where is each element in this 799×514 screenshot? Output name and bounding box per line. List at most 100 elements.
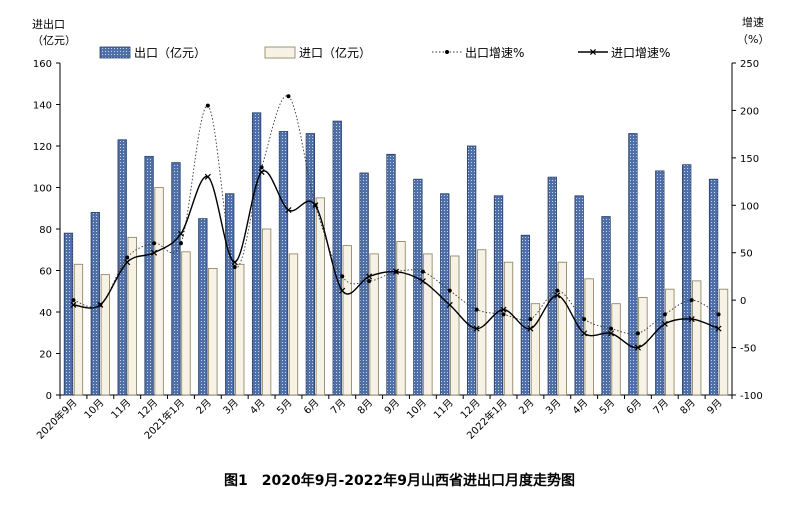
bar-import: [315, 197, 326, 396]
left-tick-label: 80: [39, 225, 52, 236]
point-import-growth: [661, 320, 668, 327]
bar-import: [423, 253, 433, 396]
bar-export: [63, 232, 74, 396]
legend-label-export-growth: 出口增速%: [465, 46, 524, 60]
x-tick-label: 7月: [328, 397, 348, 417]
bar-import: [718, 288, 729, 396]
left-tick-label: 120: [33, 142, 52, 153]
x-tick-label: 3月: [543, 397, 563, 417]
bar-export: [655, 170, 665, 396]
point-import-growth: [339, 287, 346, 294]
x-tick-label: 8月: [355, 397, 375, 417]
bar-export: [601, 216, 611, 396]
left-tick-label: 60: [39, 267, 52, 278]
right-tick-label: 50: [740, 249, 753, 260]
point-export-growth: [528, 317, 533, 322]
left-tick-label: 20: [39, 350, 52, 361]
point-export-growth: [662, 312, 667, 317]
point-export-growth: [125, 255, 130, 260]
bar-export: [386, 153, 396, 396]
bar-export: [466, 145, 477, 396]
x-tick-label: 9月: [382, 397, 402, 417]
chart-title: 图1 2020年9月-2022年9月山西省进出口月度走势图: [224, 473, 575, 489]
x-tick-label: 11月: [431, 397, 456, 422]
point-export-growth: [555, 288, 560, 293]
point-import-growth: [527, 325, 534, 332]
left-tick-label: 160: [33, 59, 52, 70]
point-import-growth: [634, 344, 641, 351]
right-tick-label: 150: [740, 154, 759, 165]
bar-export: [332, 120, 342, 396]
left-axis-title: （亿元）: [32, 34, 76, 47]
bar-export: [574, 195, 584, 396]
x-tick-label: 11月: [109, 397, 134, 422]
bar-import: [342, 245, 352, 396]
point-export-growth: [635, 331, 640, 336]
right-tick-label: -100: [740, 391, 763, 402]
bar-import: [665, 288, 675, 396]
point-export-growth: [501, 312, 506, 317]
bar-import: [181, 251, 191, 396]
bar-import: [503, 261, 514, 396]
x-tick-label: 10月: [82, 397, 107, 422]
point-export-growth: [71, 298, 76, 303]
point-import-growth: [258, 169, 265, 176]
x-tick-label: 2月: [194, 397, 214, 417]
bar-export: [305, 133, 316, 396]
point-import-growth: [608, 330, 615, 337]
point-export-growth: [205, 103, 210, 108]
point-import-growth: [366, 273, 373, 280]
point-import-growth: [204, 173, 211, 180]
x-tick-label: 5月: [275, 397, 295, 417]
bar-import: [450, 255, 460, 396]
legend-swatch-export: [99, 46, 131, 59]
point-export-growth: [474, 307, 479, 312]
x-tick-label: 4月: [570, 397, 590, 417]
bar-import: [235, 263, 245, 396]
left-tick-label: 100: [33, 184, 52, 195]
bar-export: [117, 139, 127, 396]
bar-import: [584, 278, 594, 396]
bar-import: [261, 228, 272, 396]
left-tick-label: 0: [46, 391, 52, 402]
legend-label-import: 进口（亿元）: [299, 45, 371, 60]
point-import-growth: [97, 301, 104, 308]
point-import-growth: [446, 301, 453, 308]
point-export-growth: [609, 326, 614, 331]
point-export-growth: [259, 165, 264, 170]
x-tick-label: 2月: [516, 397, 536, 417]
bar-export: [520, 234, 531, 396]
left-tick-label: 40: [39, 308, 52, 319]
point-import-growth: [285, 207, 292, 214]
bar-export: [144, 155, 154, 396]
bar-export: [547, 176, 557, 396]
bar-import: [396, 241, 406, 396]
bar-import: [154, 187, 164, 396]
point-import-growth: [392, 268, 400, 275]
right-axis-title: 增速: [742, 15, 764, 29]
bar-export: [278, 131, 289, 396]
point-import-growth: [177, 230, 184, 237]
legend-swatch-import: [264, 46, 296, 59]
x-tick-label: 7月: [651, 397, 671, 417]
bar-export: [251, 112, 262, 396]
point-import-growth: [231, 259, 238, 266]
legend-marker-export-growth: [445, 50, 449, 54]
point-export-growth: [420, 269, 425, 274]
point-export-growth: [582, 317, 587, 322]
point-import-growth: [151, 249, 158, 256]
bar-export: [171, 162, 181, 396]
right-tick-label: 250: [740, 59, 759, 70]
point-import-growth: [473, 325, 480, 332]
x-tick-label: 12月: [458, 397, 483, 422]
x-tick-label: 3月: [221, 397, 241, 417]
right-tick-label: 100: [740, 201, 759, 212]
bar-import: [127, 236, 137, 396]
bar-export: [682, 164, 692, 396]
right-tick-label: 200: [740, 106, 759, 117]
bar-import: [530, 303, 541, 396]
bar-import: [208, 268, 218, 396]
x-tick-label: 9月: [705, 397, 725, 417]
x-tick-label: 2020年9月: [34, 396, 80, 442]
